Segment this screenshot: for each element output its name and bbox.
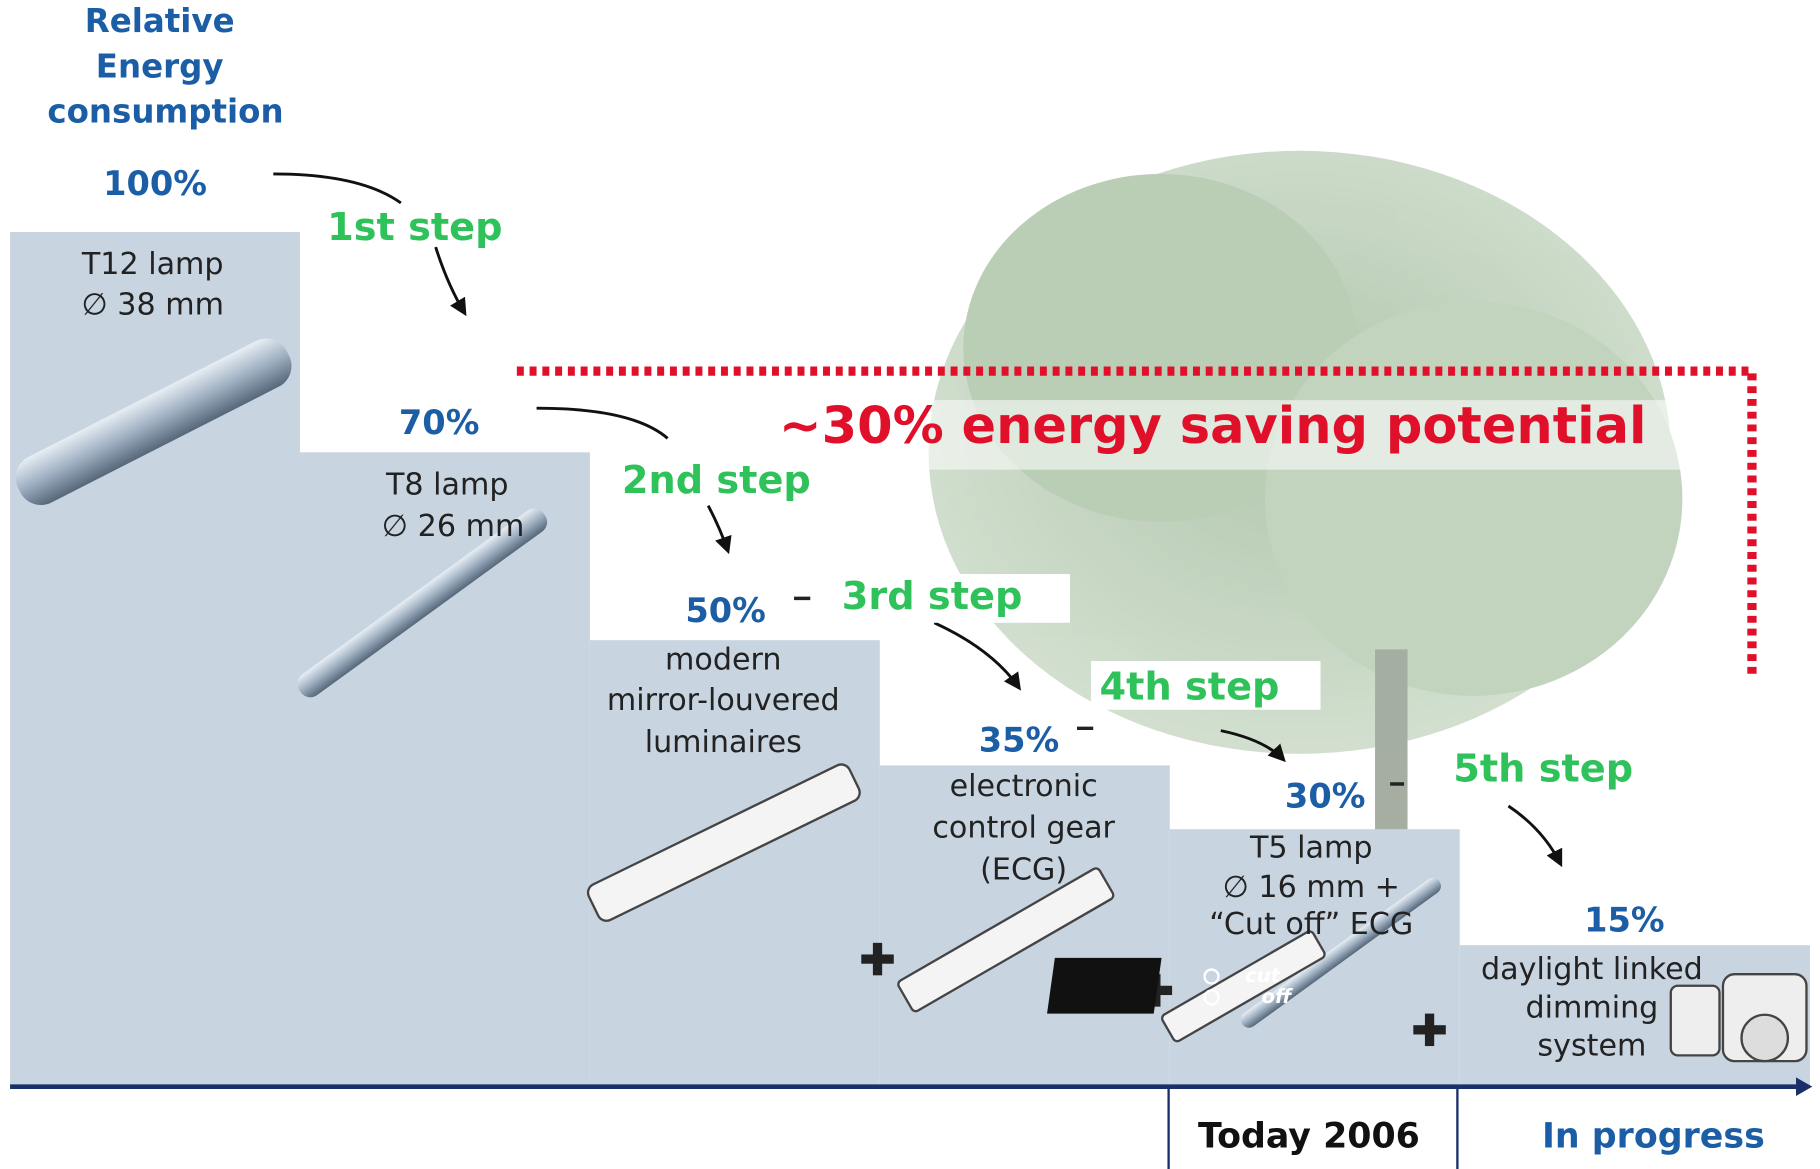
step-label: 5th step [1453,747,1633,792]
timeline-label: In progress [1542,1117,1765,1157]
level-label: ∅ 38 mm [81,288,224,323]
level-label: luminaires [645,725,802,760]
level-label: T12 lamp [81,247,224,282]
level-value: 15% [1584,900,1664,939]
level-label: electronic [950,769,1098,804]
step-label: 1st step [327,205,502,250]
level-label: mirror-louvered [607,683,840,718]
level-label: daylight linked [1481,952,1703,987]
dashes [794,596,1405,786]
step-bg [812,574,1071,623]
level-label: ∅ 16 mm + [1223,870,1400,905]
saving-bracket [516,366,1757,679]
level-label: “Cut off” ECG [1209,907,1413,942]
icon-text: cut [1245,964,1282,987]
lamps [15,338,1808,1063]
level-value: 70% [399,403,479,442]
header-line: Relative [85,2,235,40]
saving-text: ~30% energy saving potential [779,397,1647,456]
icon-text: off [1261,985,1294,1008]
step-label: 3rd step [842,574,1023,619]
header-line: Energy [96,47,224,85]
level-label: T8 lamp [385,467,509,502]
level-label: dimming [1525,990,1658,1025]
saving-bg [743,400,1683,470]
step-bg [1090,661,1321,710]
level-label: ∅ 26 mm [382,509,525,544]
time-axis-arrow [1796,1077,1813,1096]
level-value: 50% [685,591,765,630]
header-line: consumption [47,93,283,131]
step-label: 2nd step [622,458,811,503]
level-value: 35% [979,721,1059,760]
timeline-label: Today 2006 [1198,1117,1420,1157]
arrows [273,172,1563,868]
cut-off-icon: cut off [1047,957,1294,1014]
level-value: 100% [103,164,207,203]
step-label: 4th step [1100,664,1280,709]
level-label: control gear [932,811,1115,846]
level-label: modern [665,643,781,678]
level-label: system [1537,1029,1646,1064]
level-label: T5 lamp [1249,830,1373,865]
level-label: (ECG) [980,852,1067,887]
level-value: 30% [1285,776,1365,815]
